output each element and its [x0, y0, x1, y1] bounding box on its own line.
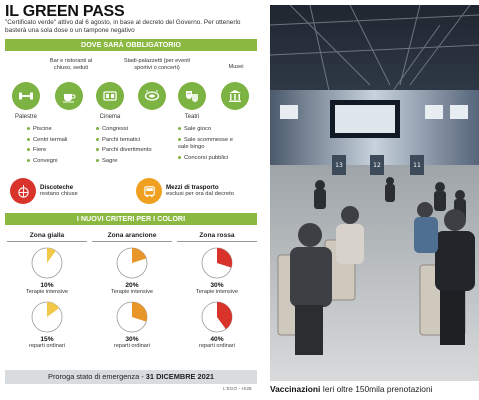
pie-chart: [31, 301, 63, 333]
coffee-cup-icon: [55, 82, 83, 110]
list-item: Parchi divertimento: [96, 145, 152, 156]
zone-yellow: Zona gialla 10% Terapie intensive 15% repar…: [7, 232, 87, 350]
booth-number: 13: [335, 162, 343, 169]
nightclubs-closed-box: Discoteche restano chiuse: [10, 176, 78, 206]
dumbbell-icon: [12, 82, 40, 110]
pie-chart: [116, 247, 148, 279]
pie-chart: [31, 247, 63, 279]
bus-icon: [136, 178, 162, 204]
list-item: Parchi tematici: [96, 135, 152, 146]
venue-label-bars: Bar e ristoranti al chiuso, seduti: [49, 58, 93, 71]
disco-ball-icon: [10, 178, 36, 204]
list-item: Congressi: [96, 124, 152, 135]
caption-text: Ieri oltre 150mila prenotazioni: [320, 384, 433, 394]
venue-name-cinema: Cinema: [99, 114, 121, 120]
pie-chart: [116, 301, 148, 333]
list-item: Convegni: [27, 156, 67, 167]
pie-slice: [217, 248, 233, 268]
venue-label-stadiums: Stadi-palazzetti (per eventi sportivi o …: [123, 58, 191, 71]
nightclubs-status: restano chiuse: [40, 191, 78, 197]
zone-metric: 30% Terapie intensive: [177, 247, 257, 296]
pie-slice: [132, 302, 148, 322]
nightclubs-title: Discoteche: [40, 184, 74, 191]
pie-slice: [47, 248, 56, 263]
footer-date: 31 DICEMBRE 2021: [145, 372, 214, 381]
pie-percent: 15%: [40, 336, 54, 343]
pie-percent: 30%: [210, 282, 224, 289]
zone-metric: 30% reparti ordinari: [92, 301, 172, 350]
photo-caption: Vaccinazioni Ieri oltre 150mila prenotaz…: [270, 384, 479, 394]
zone-title: Zona gialla: [7, 232, 87, 242]
transport-status: esclusi per ora dal decreto: [166, 191, 234, 197]
pie-caption: reparti ordinari: [28, 343, 66, 349]
pie-caption: Terapie intensive: [26, 289, 68, 295]
pie-percent: 20%: [125, 282, 139, 289]
photo-illustration: 13 12 11: [270, 5, 479, 381]
list-item: Fiere: [27, 145, 67, 156]
zone-metric: 20% Terapie intensive: [92, 247, 172, 296]
transport-excluded-box: Mezzi di trasporto esclusi per ora dal d…: [136, 176, 234, 206]
zone-metric: 15% reparti ordinari: [7, 301, 87, 350]
pie-slice: [47, 302, 60, 317]
infographic: IL GREEN PASS "Certificato verde" attivo…: [0, 0, 262, 400]
zone-metric: 40% reparti ordinari: [177, 301, 257, 350]
theater-masks-icon: [178, 82, 206, 110]
pie-caption: reparti ordinari: [198, 343, 236, 349]
pie-chart: [201, 247, 233, 279]
pie-chart: [201, 301, 233, 333]
venue-label-museums: Musei: [228, 64, 244, 70]
state-of-emergency-bar: Proroga stato di emergenza - 31 DICEMBRE…: [5, 370, 257, 384]
zone-metric: 10% Terapie intensive: [7, 247, 87, 296]
pie-slice: [217, 302, 233, 330]
credit: L'EGO - HUB: [223, 387, 252, 392]
list-item: Sagre: [96, 156, 152, 167]
section-where-mandatory: DOVE SARÀ OBBLIGATORIO: [5, 39, 257, 51]
venue-name-theaters: Teatri: [184, 114, 200, 120]
footer-label: Proroga stato di emergenza -: [48, 372, 146, 381]
pie-slice: [132, 248, 147, 263]
pie-percent: 40%: [210, 336, 224, 343]
booth-number: 12: [373, 162, 381, 169]
zone-orange: Zona arancione 20% Terapie intensive 30% re…: [92, 232, 172, 350]
zone-title: Zona rossa: [177, 232, 257, 242]
venue-name-gyms: Palestre: [14, 114, 37, 120]
museum-icon: [221, 82, 249, 110]
pie-caption: reparti ordinari: [113, 343, 151, 349]
bullet-list-3: Sale gioco Sale scommesse e sale bingo C…: [178, 124, 238, 163]
transport-title: Mezzi di trasporto: [166, 184, 219, 191]
film-icon: [96, 82, 124, 110]
zone-red: Zona rossa 30% Terapie intensive 40% repart…: [177, 232, 257, 350]
transport-text: Mezzi di trasporto esclusi per ora dal d…: [166, 184, 234, 198]
list-item: Concorsi pubblici: [178, 153, 238, 164]
stadium-icon: [138, 82, 166, 110]
infographic-subtitle: "Certificato verde" attivo dal 6 agosto,…: [5, 19, 241, 34]
bullet-list-1: Piscine Centri termali Fiere Convegni: [27, 124, 67, 166]
booth-number: 11: [413, 162, 421, 169]
infographic-title: IL GREEN PASS: [5, 3, 125, 20]
caption-bold: Vaccinazioni: [270, 384, 321, 394]
pie-caption: Terapie intensive: [111, 289, 153, 295]
nightclubs-text: Discoteche restano chiuse: [40, 184, 78, 198]
pie-percent: 10%: [40, 282, 54, 289]
zone-title: Zona arancione: [92, 232, 172, 242]
pie-caption: Terapie intensive: [196, 289, 238, 295]
list-item: Sale scommesse e sale bingo: [178, 135, 238, 153]
list-item: Centri termali: [27, 135, 67, 146]
bullet-list-2: Congressi Parchi tematici Parchi diverti…: [96, 124, 152, 166]
section-new-criteria: I NUOVI CRITERI PER I COLORI: [5, 213, 257, 225]
pie-percent: 30%: [125, 336, 139, 343]
vaccination-center-photo: 13 12 11: [270, 5, 479, 381]
list-item: Piscine: [27, 124, 67, 135]
list-item: Sale gioco: [178, 124, 238, 135]
